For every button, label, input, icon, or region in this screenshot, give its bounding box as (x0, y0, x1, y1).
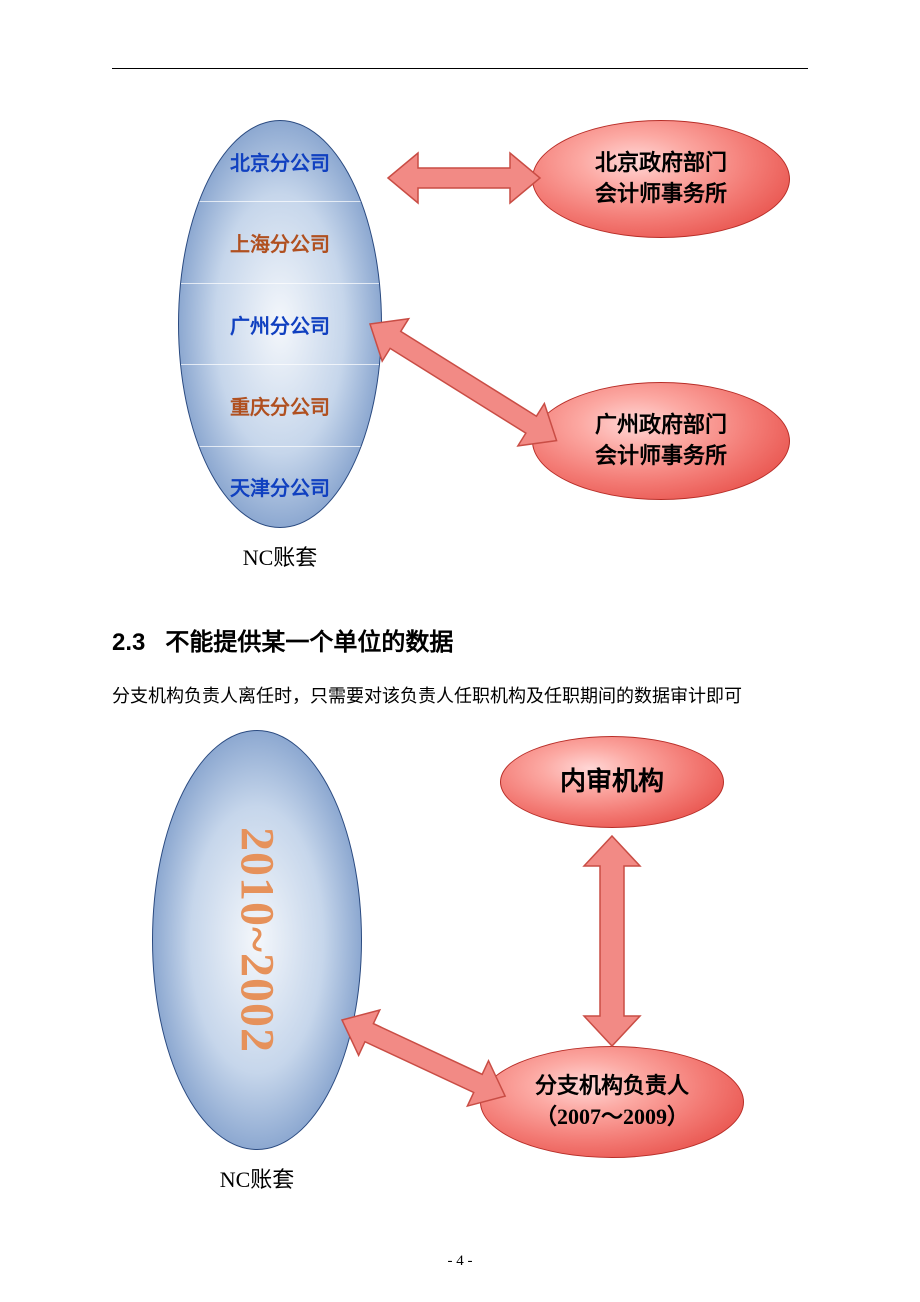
nc-oval-1-bg: 北京分公司 上海分公司 广州分公司 重庆分公司 天津分公司 (178, 120, 382, 528)
section-number: 2.3 (112, 629, 145, 656)
node-line2: 会计师事务所 (595, 181, 727, 206)
diagram-branches: 北京分公司 上海分公司 广州分公司 重庆分公司 天津分公司 NC账套 北京政府部… (112, 120, 812, 590)
node-line1: 分支机构负责人 (535, 1073, 689, 1098)
node-line2: 会计师事务所 (595, 443, 727, 468)
node-branch-head: 分支机构负责人 （2007～2009） (480, 1046, 744, 1158)
node-internal-audit: 内审机构 (500, 736, 724, 828)
node-label: 广州政府部门 会计师事务所 (595, 410, 727, 472)
branch-slots: 北京分公司 上海分公司 广州分公司 重庆分公司 天津分公司 (179, 121, 381, 527)
section-paragraph: 分支机构负责人离任时，只需要对该负责人任职机构及任职期间的数据审计即可 (112, 682, 808, 708)
node-line1: 内审机构 (560, 764, 664, 800)
node-line2: （2007～2009） (535, 1104, 689, 1129)
section-heading: 2.3 不能提供某一个单位的数据 (112, 622, 453, 657)
node-line1: 广州政府部门 (595, 412, 727, 437)
section-title: 不能提供某一个单位的数据 (165, 629, 453, 656)
double-arrow-icon (584, 836, 640, 1046)
node-label: 分支机构负责人 （2007～2009） (535, 1071, 689, 1133)
header-rule (112, 68, 808, 69)
nc-oval-2-bg: 2010~2002 (152, 730, 362, 1150)
nc-oval-1: 北京分公司 上海分公司 广州分公司 重庆分公司 天津分公司 NC账套 (178, 120, 382, 528)
nc-oval-2-year-range: 2010~2002 (230, 827, 285, 1053)
diagram-audit: 2010~2002 NC账套 内审机构 分支机构负责人 （2007～2009） (112, 730, 812, 1230)
double-arrow-icon (388, 153, 540, 203)
node-guangzhou-gov: 广州政府部门 会计师事务所 (532, 382, 790, 500)
nc-oval-2: 2010~2002 NC账套 (152, 730, 362, 1150)
branch-slot: 广州分公司 (179, 283, 381, 364)
node-label: 北京政府部门 会计师事务所 (595, 148, 727, 210)
page: 北京分公司 上海分公司 广州分公司 重庆分公司 天津分公司 NC账套 北京政府部… (0, 0, 920, 1302)
nc-oval-2-caption: NC账套 (152, 1162, 362, 1194)
branch-slot: 天津分公司 (179, 446, 381, 527)
branch-slot: 北京分公司 (179, 121, 381, 201)
branch-slot: 重庆分公司 (179, 364, 381, 445)
page-number: - 4 - (0, 1253, 920, 1270)
node-line1: 北京政府部门 (595, 150, 727, 175)
node-beijing-gov: 北京政府部门 会计师事务所 (532, 120, 790, 238)
nc-oval-1-caption: NC账套 (178, 540, 382, 572)
branch-slot: 上海分公司 (179, 201, 381, 282)
